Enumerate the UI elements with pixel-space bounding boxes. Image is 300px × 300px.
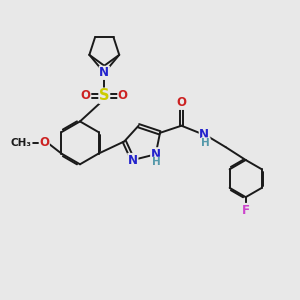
- Text: H: H: [152, 157, 161, 167]
- Text: O: O: [118, 89, 128, 102]
- Text: S: S: [99, 88, 110, 103]
- Text: N: N: [128, 154, 138, 166]
- Text: H: H: [201, 138, 210, 148]
- Text: N: N: [151, 148, 161, 161]
- Text: N: N: [99, 66, 109, 80]
- Text: O: O: [176, 96, 186, 110]
- Text: CH₃: CH₃: [11, 138, 32, 148]
- Text: F: F: [242, 203, 250, 217]
- Text: O: O: [81, 89, 91, 102]
- Text: N: N: [199, 128, 209, 141]
- Text: O: O: [39, 136, 49, 149]
